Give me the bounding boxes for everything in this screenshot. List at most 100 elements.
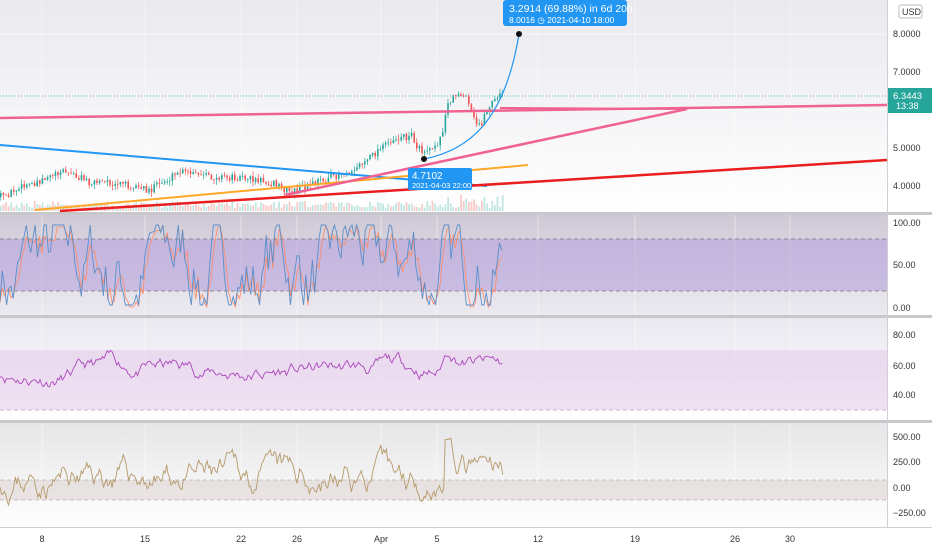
candle-body: [171, 173, 174, 181]
candle-body: [140, 187, 142, 189]
volume-bar: [408, 204, 410, 211]
candle-body: [462, 95, 465, 97]
time-tick-2: 22: [236, 534, 246, 544]
volume-bar: [449, 203, 452, 211]
candle-body: [488, 106, 491, 113]
volume-bar: [382, 203, 384, 211]
volume-bar: [31, 207, 33, 211]
volume-bar: [374, 207, 377, 211]
currency-badge[interactable]: USD: [898, 4, 923, 19]
measure-bubble[interactable]: 3.2914 (69.88%) in 6d 20h 8.0016 ◷ 2021-…: [503, 0, 633, 26]
candle-body: [72, 173, 75, 175]
candle-body: [410, 133, 413, 136]
volume-bar: [478, 206, 481, 211]
candle-body: [353, 170, 356, 172]
volume-bar: [486, 203, 488, 211]
candle-body: [26, 184, 28, 188]
time-tick-9: 30: [785, 534, 795, 544]
volume-bar: [150, 204, 153, 211]
candle-body: [377, 149, 379, 157]
volume-bar: [434, 203, 436, 211]
volume-bar: [317, 204, 319, 211]
candle-body: [104, 180, 106, 182]
volume-bar: [288, 201, 291, 211]
volume-bar: [431, 200, 434, 211]
volume-bar: [192, 205, 195, 211]
last-price-box: [888, 88, 932, 113]
volume-bar: [179, 202, 182, 211]
blue-trendline[interactable]: [0, 144, 488, 187]
candle-body: [366, 159, 369, 162]
volume-bar: [130, 207, 132, 211]
anchor-bubble[interactable]: 4.7102 2021-04-03 22:00: [408, 168, 472, 190]
volume-bar: [2, 204, 5, 211]
volume-bar: [384, 207, 387, 211]
volume-bar: [400, 202, 403, 211]
time-tick-8: 26: [730, 534, 740, 544]
candle-body: [429, 148, 431, 151]
volume-bar: [351, 204, 353, 211]
time-axis-ticks[interactable]: 8 15 22 26 Apr 5 12 19 26 30: [39, 534, 795, 544]
candle-body: [83, 175, 85, 181]
projection-curve[interactable]: [423, 33, 520, 160]
volume-bar: [332, 202, 335, 211]
volume-bar: [379, 202, 382, 211]
candle-body: [124, 181, 127, 184]
volume-bar: [26, 203, 28, 211]
candle-body: [392, 140, 395, 144]
time-tick-0: 8: [39, 534, 44, 544]
candle-body: [426, 150, 428, 152]
candle-body: [236, 179, 239, 181]
volume-bar: [7, 206, 10, 211]
volume-bar: [444, 204, 447, 211]
candle-body: [218, 177, 220, 180]
pink-horizontal-trendline[interactable]: [0, 103, 888, 120]
candle-body: [127, 181, 129, 189]
volume-bar: [377, 202, 379, 211]
projection-start-point[interactable]: [421, 156, 427, 162]
volume-bar: [426, 201, 429, 211]
candle-body: [10, 189, 12, 197]
pink-rising-trendline[interactable]: [284, 107, 688, 197]
volume-bar: [491, 200, 494, 211]
projection-end-point[interactable]: [516, 31, 522, 37]
volume-bar: [75, 204, 78, 211]
candles[interactable]: [0, 88, 504, 201]
anchor-price: 4.7102: [412, 171, 443, 182]
candle-body: [416, 142, 418, 149]
candle-body: [52, 175, 54, 176]
volume-bar: [322, 205, 325, 211]
candle-body: [260, 177, 262, 183]
candle-body: [137, 185, 140, 188]
volume-bar: [57, 201, 59, 211]
candle-body: [262, 177, 265, 182]
candle-body: [395, 139, 397, 141]
red-trendline[interactable]: [59, 158, 888, 213]
candle-body: [322, 178, 324, 182]
volume-bar: [470, 201, 473, 211]
volume-bar: [145, 203, 148, 211]
candle-body: [452, 95, 454, 103]
volume-bar: [254, 202, 257, 211]
candle-body: [114, 183, 116, 186]
pink-connector-line[interactable]: [499, 107, 688, 110]
volume-bar: [304, 201, 306, 211]
volume-bar: [286, 204, 288, 211]
candle-body: [481, 123, 483, 126]
candle-body: [184, 169, 187, 171]
volume-bar: [93, 202, 96, 211]
candle-body: [135, 185, 137, 188]
cci-tick-1: 250.00: [893, 457, 921, 467]
volume-bar: [395, 203, 397, 211]
candle-body: [195, 172, 197, 174]
candle-body: [436, 145, 439, 147]
volume-bar: [265, 205, 267, 211]
volume-bar: [455, 207, 457, 211]
cci-tick-3: −250.00: [893, 508, 926, 518]
candle-body: [119, 181, 122, 185]
volume-bar: [416, 207, 418, 211]
time-tick-4: Apr: [374, 534, 388, 544]
volume-bar: [405, 202, 408, 211]
volume-bar: [423, 207, 426, 211]
